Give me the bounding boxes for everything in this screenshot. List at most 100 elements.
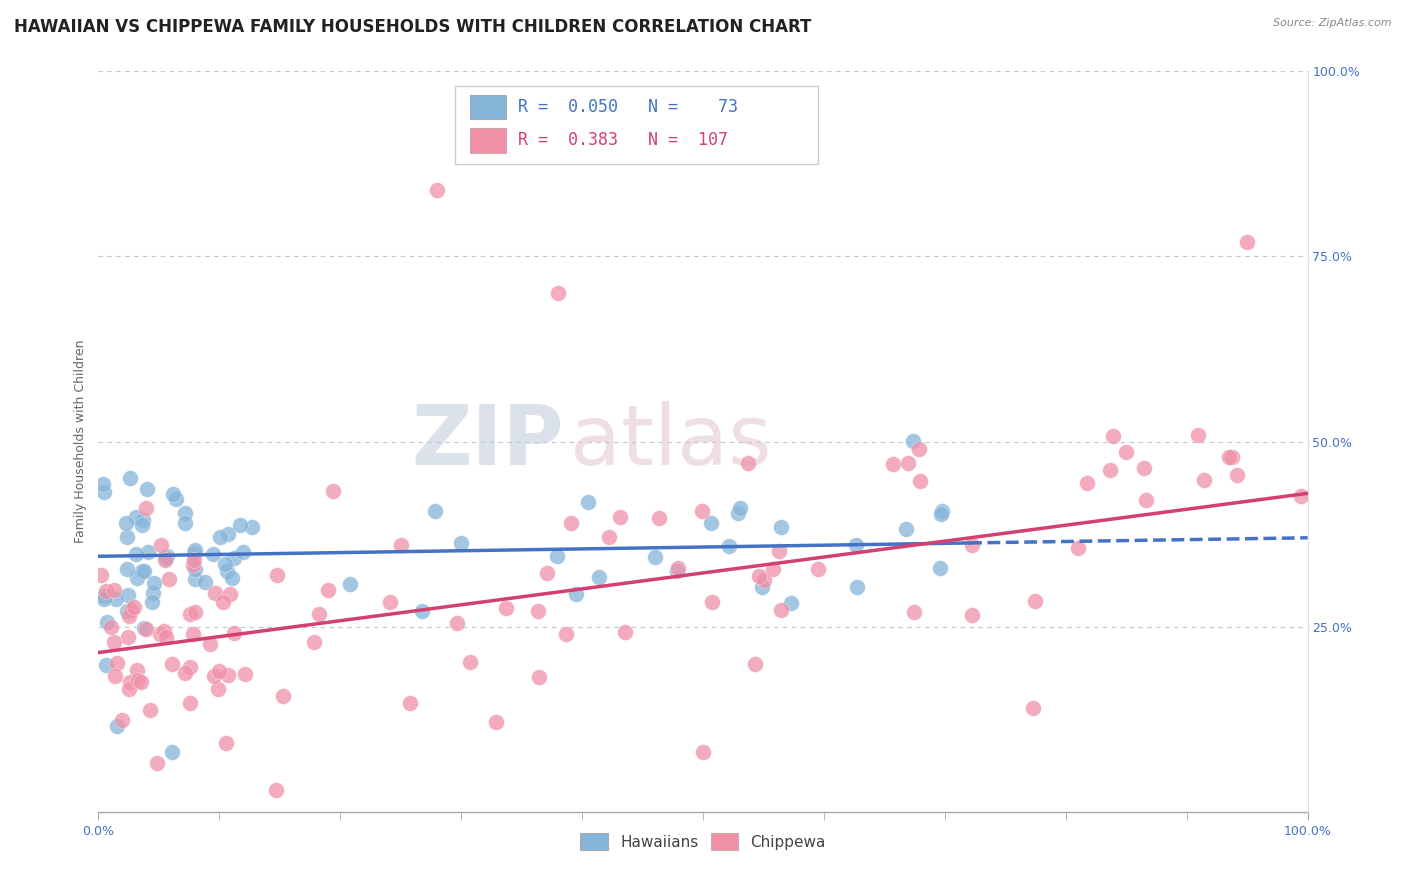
Point [184,562,207,576]
Point [588,570,610,584]
Point [748,569,770,583]
Point [450,536,472,550]
Point [240,520,263,534]
Point [727,506,749,520]
Point [181,558,204,572]
Point [153,553,176,567]
Point [901,434,924,448]
Point [1187,427,1209,442]
Point [264,782,287,797]
Point [120,603,142,617]
Point [644,549,666,564]
Point [495,600,517,615]
Point [425,504,447,518]
Point [131,675,153,690]
Point [1099,462,1122,476]
Point [737,456,759,470]
Point [702,595,724,609]
Point [132,513,155,527]
Point [181,627,204,641]
Point [536,566,558,580]
Point [768,544,790,558]
Point [446,616,468,631]
Point [399,696,422,710]
Point [1135,492,1157,507]
Point [1218,450,1240,464]
Point [135,501,157,516]
Point [221,572,243,586]
Point [179,696,201,710]
Point [717,539,740,553]
Point [208,664,231,678]
Point [316,583,339,598]
Point [142,576,165,591]
Point [149,627,172,641]
Point [666,561,689,575]
Point [222,551,245,566]
Point [104,592,127,607]
Point [122,599,145,614]
Point [598,530,620,544]
Point [118,608,141,623]
Point [751,580,773,594]
Point [389,538,412,552]
Point [141,594,163,608]
Point [115,604,138,618]
Point [93,589,115,603]
FancyBboxPatch shape [470,95,506,120]
Point [609,510,631,524]
Point [1236,235,1258,249]
Point [120,675,142,690]
Point [378,595,401,609]
Point [207,681,229,696]
Point [162,487,184,501]
Point [91,477,114,491]
Point [224,626,246,640]
Point [560,516,582,530]
Point [214,557,236,571]
Point [1067,541,1090,555]
Point [426,183,449,197]
Point [908,442,931,457]
Point [648,510,671,524]
Point [527,670,550,684]
Point [931,504,953,518]
Point [485,715,508,730]
Point [564,587,586,601]
Point [198,637,221,651]
FancyBboxPatch shape [456,87,818,164]
Text: R =  0.383   N =  107: R = 0.383 N = 107 [517,131,728,149]
Point [1226,467,1249,482]
Point [115,561,138,575]
Point [339,577,361,591]
Point [127,673,149,687]
Point [183,553,205,567]
Point [179,660,201,674]
Point [184,606,207,620]
Point [132,621,155,635]
Point [929,560,952,574]
Point [115,516,138,530]
Point [202,669,225,683]
Point [135,482,157,496]
Point [1021,700,1043,714]
Point [411,604,433,618]
Point [232,544,254,558]
Point [131,564,153,578]
FancyBboxPatch shape [470,128,506,153]
Point [769,602,792,616]
Point [458,655,481,669]
Point [897,456,920,470]
Point [174,506,197,520]
Point [105,656,128,670]
Point [201,547,224,561]
Point [100,620,122,634]
Point [700,516,723,531]
Point [142,585,165,599]
Point [578,494,600,508]
Point [1076,476,1098,491]
Text: Source: ZipAtlas.com: Source: ZipAtlas.com [1274,18,1392,28]
Point [217,527,239,541]
Text: atlas: atlas [569,401,772,482]
Point [136,544,159,558]
